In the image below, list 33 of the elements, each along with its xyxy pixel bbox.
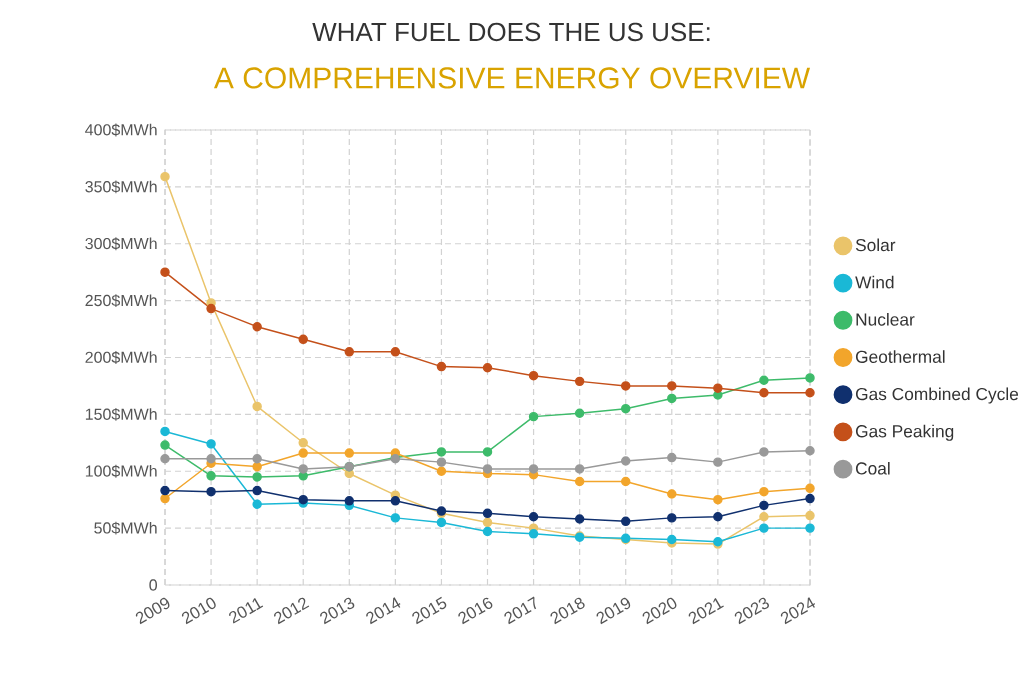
y-tick-label: 350$MWh — [85, 180, 157, 194]
y-tick-label: 150$MWh — [85, 407, 157, 421]
x-tick-label: 2020 — [642, 597, 677, 625]
y-tick-label: 100$MWh — [85, 464, 157, 478]
legend-label: Coal — [855, 461, 890, 475]
x-tick-label: 2021 — [688, 598, 724, 625]
x-tick-label: 2013 — [320, 597, 355, 625]
y-tick-label: 200$MWh — [85, 351, 157, 364]
legend-label: Solar — [855, 238, 896, 252]
legend-label: Geothermal — [855, 350, 945, 363]
x-tick-label: 2018 — [550, 597, 585, 625]
y-tick-label: 50$MWh — [94, 521, 157, 535]
chart-subtitle: A COMPREHENSIVE ENERGY OVERVIEW — [213, 67, 811, 89]
x-tick-label: 2015 — [412, 596, 447, 625]
x-tick-label: 2009 — [135, 597, 170, 625]
x-tick-label: 2019 — [596, 597, 631, 625]
x-tick-label: 2012 — [274, 597, 310, 625]
x-tick-label: 2010 — [181, 597, 216, 625]
legend-label: Nuclear — [856, 312, 915, 326]
y-tick-label: 0 — [149, 579, 158, 591]
x-tick-label: 2017 — [504, 596, 537, 625]
y-tick-label: 250$MWh — [85, 294, 157, 308]
legend-label: Gas Peaking — [855, 424, 954, 441]
x-tick-label: 2016 — [458, 597, 493, 625]
x-tick-label: 2014 — [366, 597, 401, 625]
x-tick-label: 2011 — [229, 598, 264, 624]
x-tick-label: 2024 — [780, 597, 816, 625]
y-tick-label: 400$MWh — [85, 123, 157, 137]
y-tick-label: 300$MWh — [85, 237, 157, 251]
x-tick-label: 2023 — [734, 597, 769, 625]
legend-label: Gas Combined Cycle — [855, 387, 1019, 404]
legend-label: Wind — [855, 275, 894, 289]
chart-title: WHAT FUEL DOES THE US USE: — [312, 22, 710, 42]
